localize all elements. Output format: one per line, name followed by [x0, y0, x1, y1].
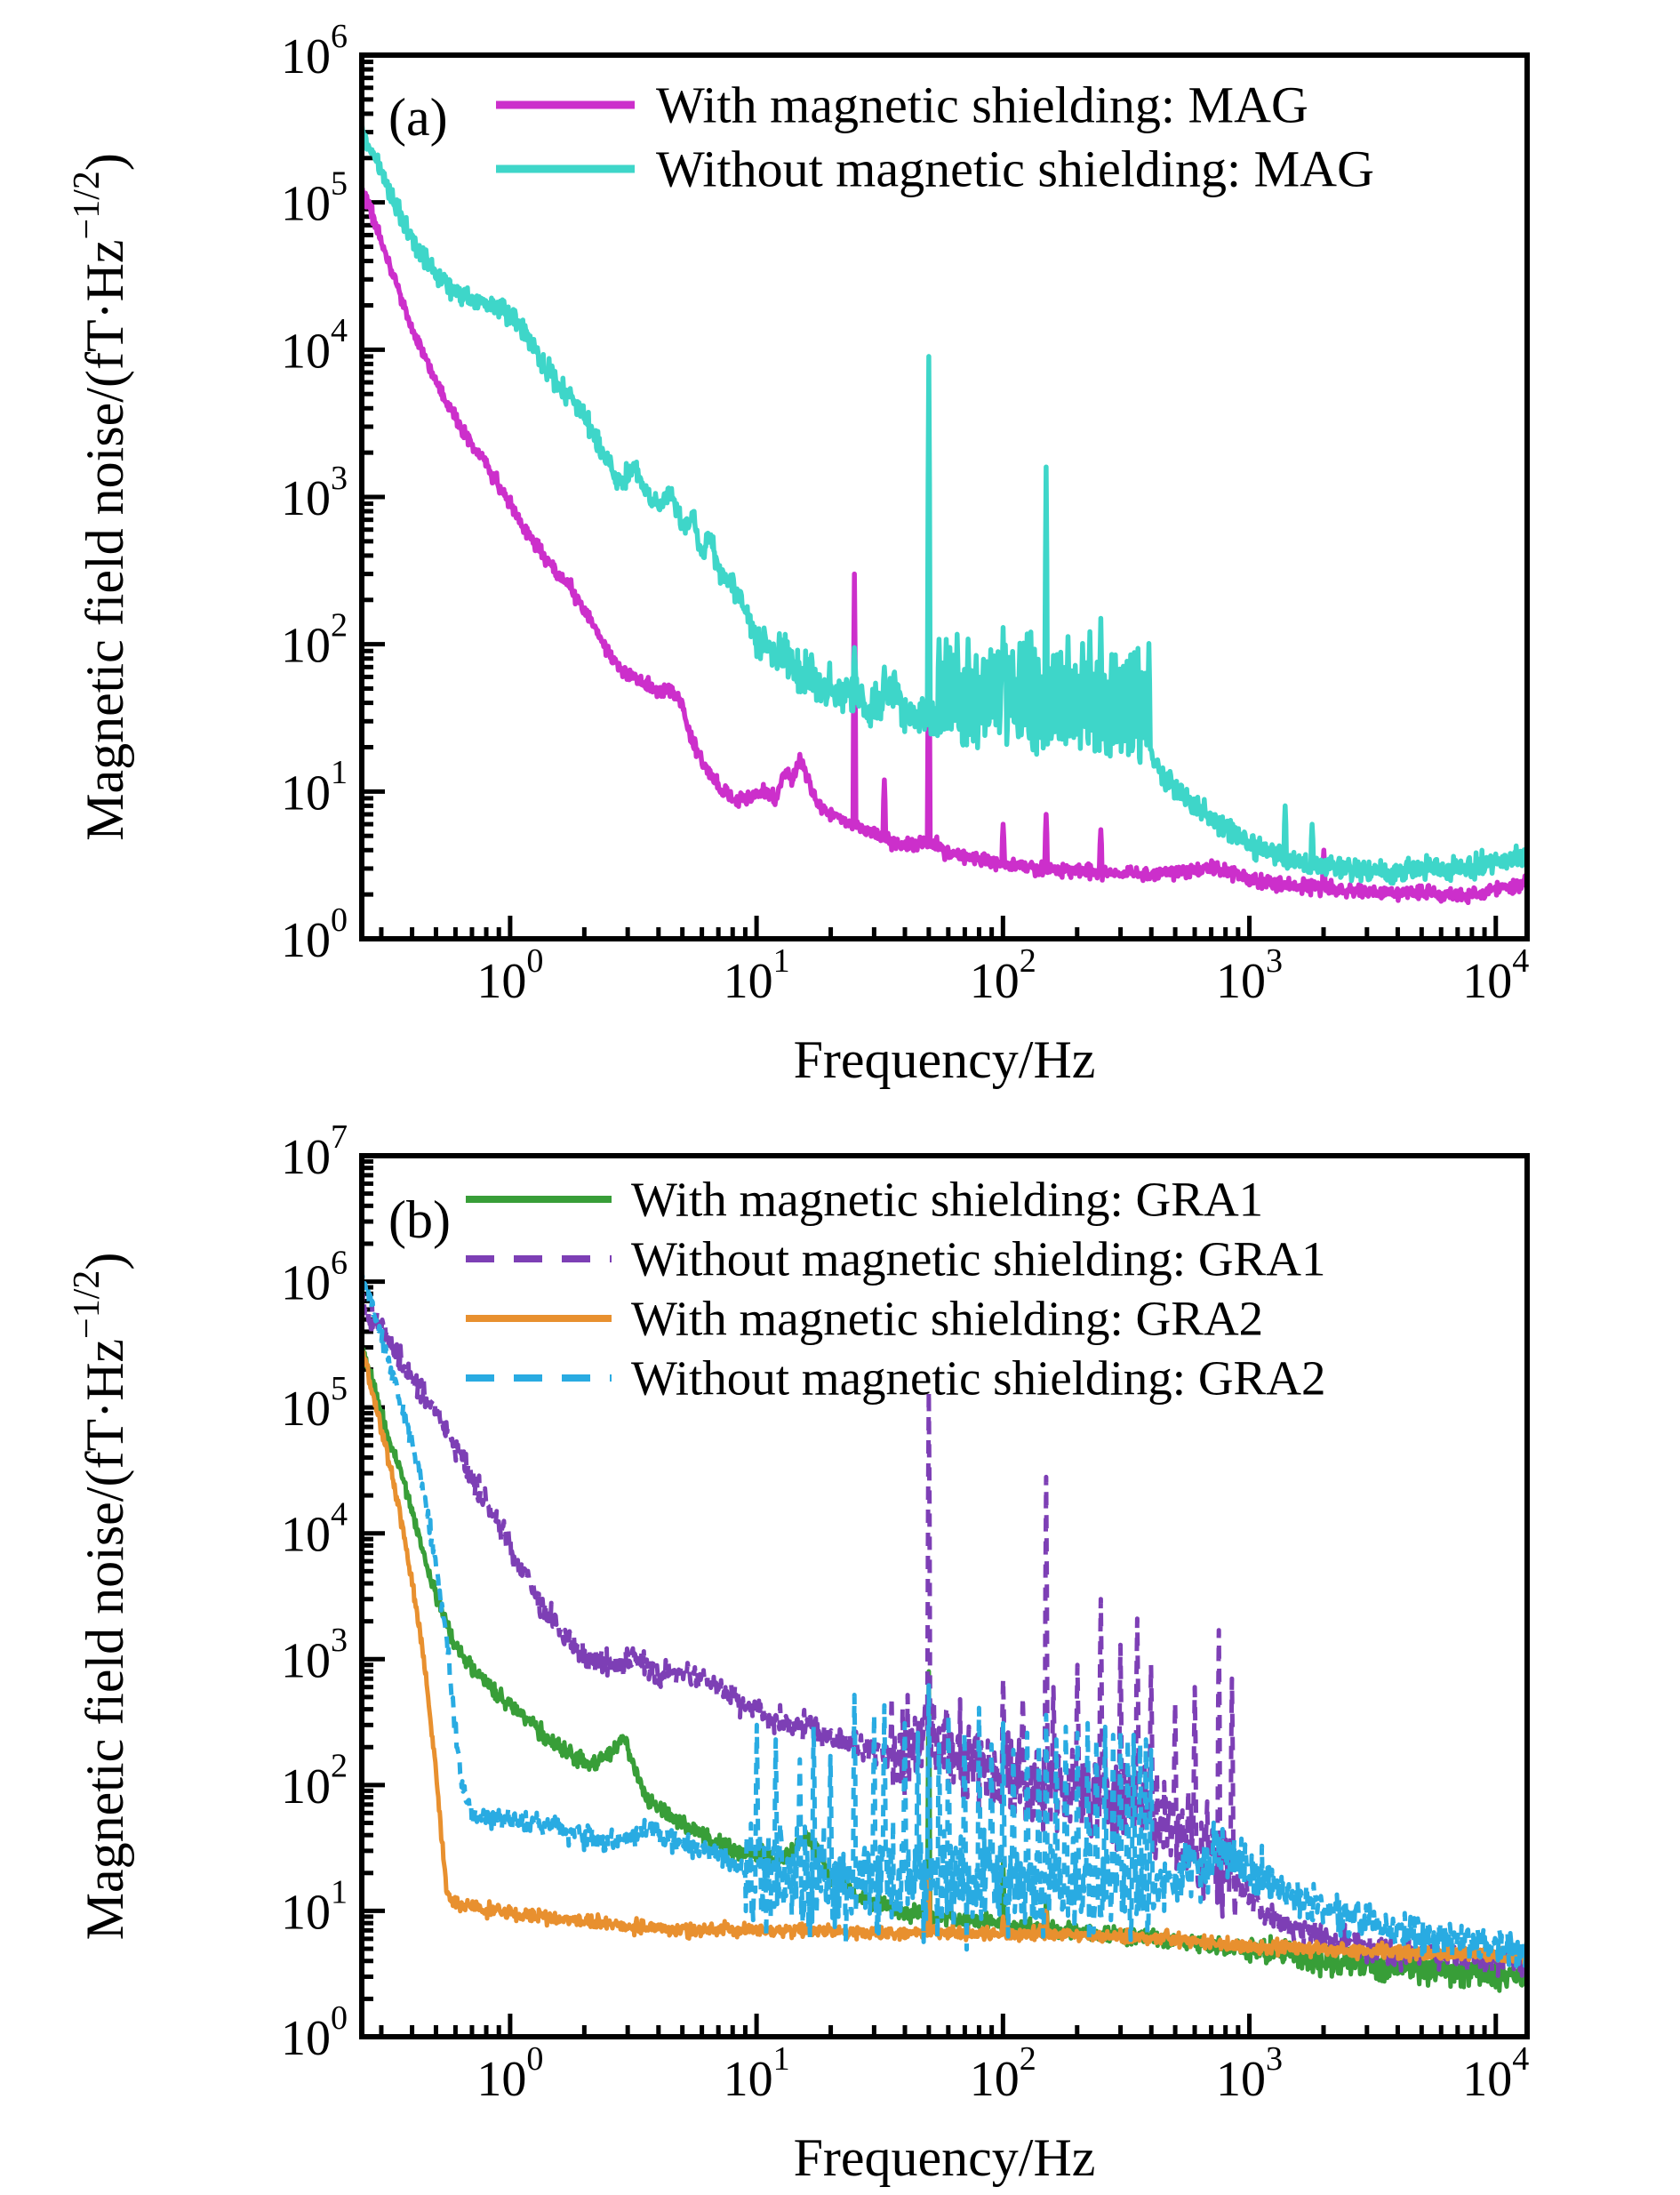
- panel-tag: (a): [388, 88, 448, 147]
- legend-label-2: With magnetic shielding: GRA2: [631, 1292, 1263, 1346]
- x-axis-label: Frequency/Hz: [794, 1030, 1096, 1089]
- x-tick-label: 104: [1462, 2040, 1529, 2107]
- x-tick-label: 104: [1462, 942, 1529, 1009]
- x-tick-label: 103: [1216, 2040, 1283, 2107]
- plot-frame: [359, 1153, 1530, 2039]
- legend-label-0: With magnetic shielding: MAG: [656, 76, 1308, 134]
- y-tick-label: 101: [281, 754, 348, 821]
- series-line-1: [362, 1292, 1527, 1978]
- tick-labels: 100 101 102 103 104 100 101 102 103 104 105 106 107: [281, 1118, 1529, 2107]
- series-line-3: [362, 1273, 1527, 1968]
- y-tick-label: 100: [281, 1999, 348, 2066]
- y-tick-label: 106: [281, 1244, 348, 1310]
- y-tick-label: 101: [281, 1873, 348, 1940]
- y-tick-label: 104: [281, 1496, 348, 1563]
- y-tick-label: 102: [281, 607, 348, 674]
- legend: With magnetic shielding: MAG Without magn…: [496, 76, 1374, 198]
- y-tick-label: 105: [281, 1370, 348, 1437]
- x-tick-label: 101: [724, 2040, 790, 2107]
- y-tick-label: 100: [281, 901, 348, 968]
- x-tick-label: 100: [476, 942, 543, 1009]
- legend-label-1: Without magnetic shielding: GRA1: [631, 1232, 1325, 1286]
- y-axis-label: Magnetic field noise/(fT·Hz−1/2): [67, 1253, 134, 1941]
- plot-frame: [359, 52, 1530, 941]
- legend-label-0: With magnetic shielding: GRA1: [631, 1173, 1263, 1227]
- y-tick-label: 107: [281, 1118, 348, 1185]
- x-tick-label: 102: [970, 942, 1036, 1009]
- y-tick-label: 104: [281, 312, 348, 379]
- x-tick-label: 102: [970, 2040, 1036, 2107]
- series-line-0: [362, 1345, 1527, 1993]
- panel-a: 100 101 102 103 104 100 101 102 103 104 105 106 Freq…: [67, 18, 1530, 1089]
- legend-label-3: Without magnetic shielding: GRA2: [631, 1351, 1325, 1406]
- panel-tag: (b): [388, 1190, 451, 1249]
- legend-label-1: Without magnetic shielding: MAG: [656, 140, 1374, 198]
- y-axis-label: Magnetic field noise/(fT·Hz−1/2): [67, 153, 134, 841]
- x-tick-label: 103: [1216, 942, 1283, 1009]
- y-tick-label: 102: [281, 1748, 348, 1814]
- series-line-0: [362, 186, 1527, 906]
- y-tick-label: 103: [281, 460, 348, 526]
- y-tick-label: 105: [281, 165, 348, 232]
- y-tick-label: 103: [281, 1622, 348, 1688]
- panel-b: 100 101 102 103 104 100 101 102 103 104 105 106 107 F…: [67, 1118, 1530, 2187]
- tick-labels: 100 101 102 103 104 100 101 102 103 104 105 106: [281, 18, 1529, 1009]
- y-tick-label: 106: [281, 18, 348, 84]
- series-line-1: [362, 122, 1527, 886]
- x-tick-label: 100: [476, 2040, 543, 2107]
- x-tick-label: 101: [724, 942, 790, 1009]
- series-line-2: [362, 1344, 1527, 1966]
- x-axis-label: Frequency/Hz: [794, 2128, 1096, 2187]
